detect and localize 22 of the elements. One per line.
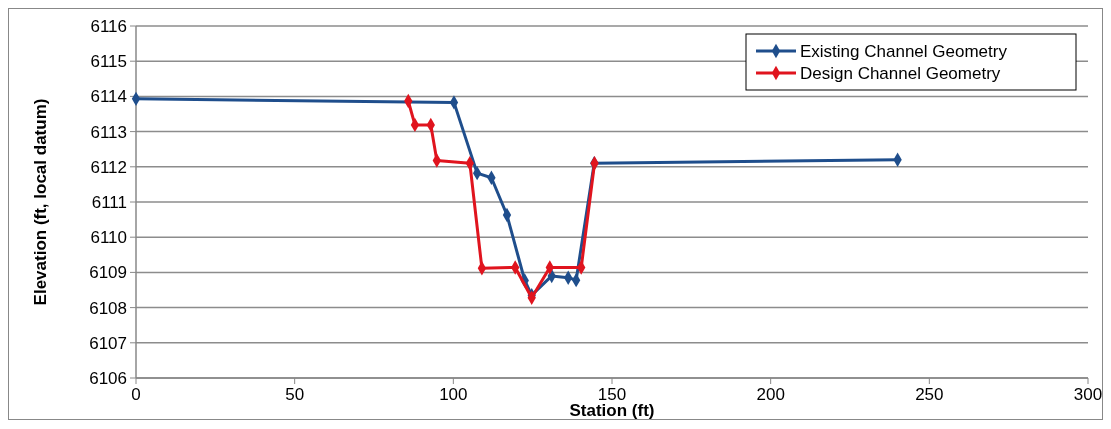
legend-label: Design Channel Geometry: [800, 63, 1001, 83]
y-tick-label: 6116: [90, 16, 127, 36]
y-tick-label: 6115: [90, 52, 127, 72]
y-tick-label: 6106: [89, 368, 127, 388]
y-tick-label: 6113: [90, 122, 127, 142]
x-axis-title: Station (ft): [569, 401, 655, 420]
y-tick-label: 6110: [90, 228, 127, 248]
x-tick-label: 0: [131, 385, 141, 404]
x-tick-label: 50: [285, 385, 305, 404]
x-tick-label: 300: [1073, 385, 1103, 404]
y-tick-label: 6111: [91, 192, 127, 212]
y-tick-label: 6109: [89, 263, 127, 283]
y-axis-title: Elevation (ft, local datum): [31, 98, 50, 306]
y-tick-label: 6108: [89, 298, 127, 318]
x-tick-label: 100: [439, 385, 468, 404]
x-tick-label: 150: [597, 385, 627, 404]
legend-label: Existing Channel Geometry: [800, 41, 1008, 61]
y-tick-label: 6107: [89, 333, 127, 353]
y-tick-label: 6112: [90, 157, 127, 177]
x-tick-label: 250: [915, 385, 944, 404]
x-tick-label: 200: [756, 385, 785, 404]
y-tick-label: 6114: [90, 87, 127, 107]
